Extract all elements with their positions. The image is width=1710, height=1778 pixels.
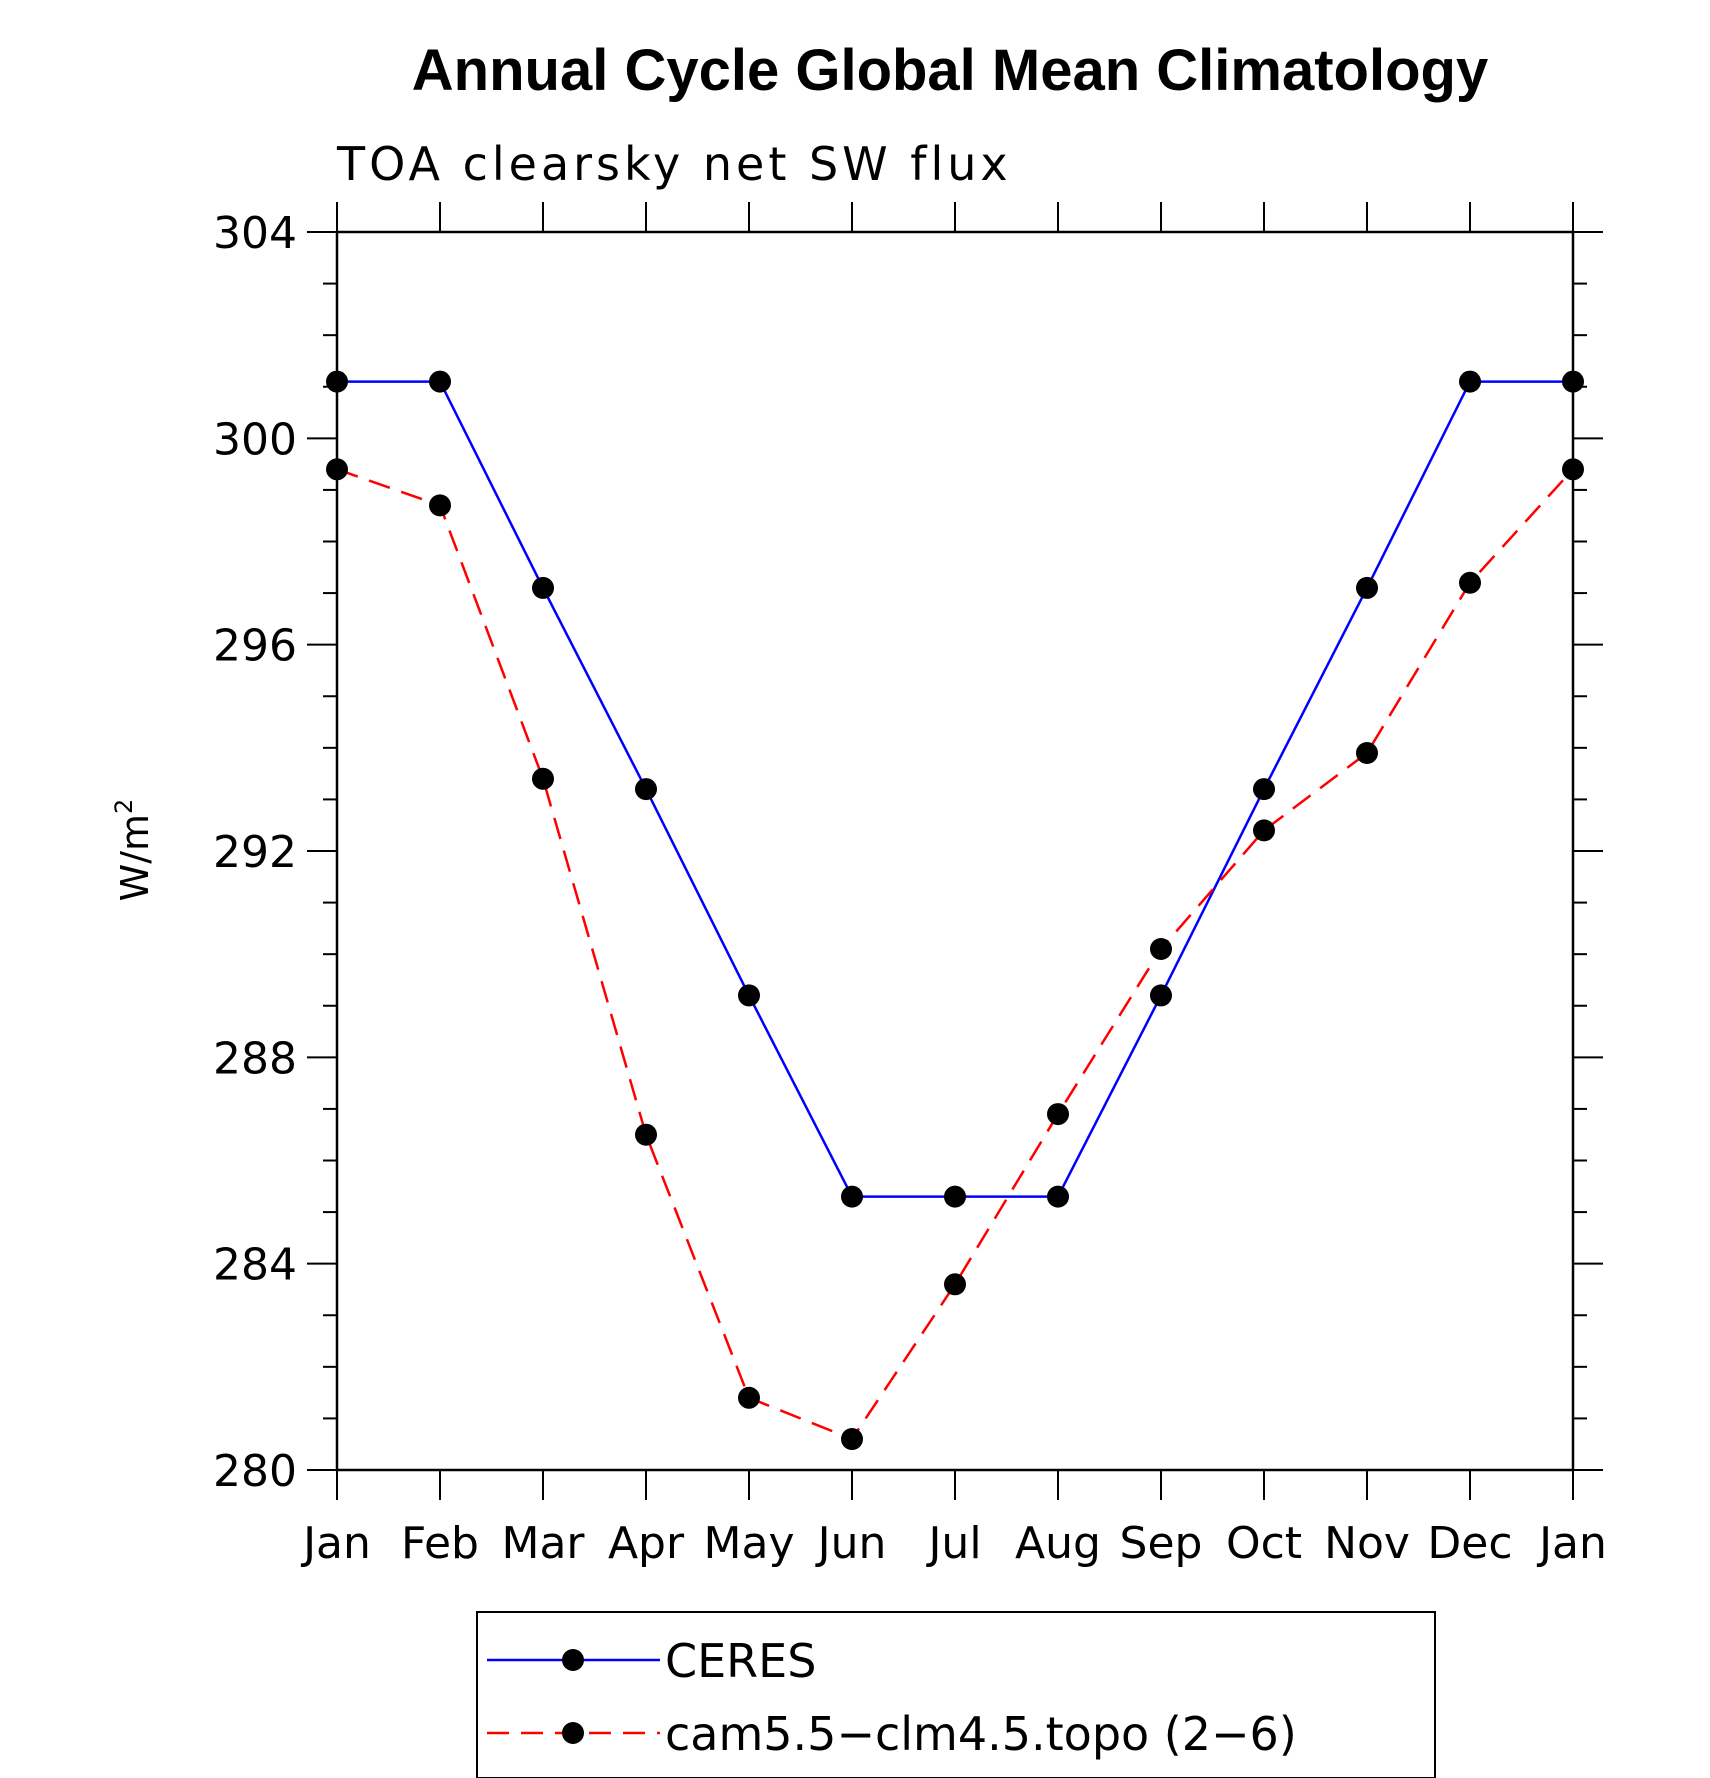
axis-ticks bbox=[307, 202, 1603, 1500]
series-1-point bbox=[1253, 819, 1275, 842]
series-0-point bbox=[841, 1185, 863, 1208]
series-1-point bbox=[841, 1428, 863, 1451]
series-0-point bbox=[635, 778, 657, 801]
x-tick-label: Jul bbox=[925, 1518, 981, 1569]
series-1-point bbox=[1047, 1103, 1069, 1126]
legend-label-cam: cam5.5−clm4.5.topo (2−6) bbox=[665, 1707, 1297, 1761]
series-0-point bbox=[1150, 984, 1172, 1007]
x-tick-label: Apr bbox=[608, 1518, 685, 1569]
x-tick-label: May bbox=[704, 1518, 795, 1569]
legend-marker-cam bbox=[562, 1722, 584, 1744]
series-0-point bbox=[532, 576, 554, 599]
plot-frame bbox=[335, 230, 1575, 1472]
series-0-point bbox=[1459, 370, 1481, 393]
x-tick-label: Oct bbox=[1226, 1518, 1302, 1569]
series-line-0 bbox=[337, 380, 1573, 1198]
y-axis-label-sup: 2 bbox=[110, 799, 138, 814]
x-tick-label: Sep bbox=[1120, 1518, 1203, 1569]
series-1-point bbox=[1356, 741, 1378, 764]
x-tick-label: Jan bbox=[300, 1518, 371, 1569]
x-tick-label: Mar bbox=[501, 1518, 585, 1569]
y-tick-label: 288 bbox=[213, 1033, 297, 1084]
series-0-point bbox=[738, 984, 760, 1007]
y-tick-label: 304 bbox=[213, 208, 297, 259]
series-0-point bbox=[429, 370, 451, 393]
y-axis-label-base: W/m bbox=[113, 814, 157, 901]
y-axis-label: W/m2 bbox=[110, 799, 157, 902]
series-1-point bbox=[1459, 571, 1481, 594]
y-tick-labels: 280 284 288 292 296 300 304 bbox=[213, 208, 297, 1497]
series-1-point bbox=[635, 1123, 657, 1146]
x-tick-label: Feb bbox=[401, 1518, 479, 1569]
chart-title: Annual Cycle Global Mean Climatology bbox=[412, 38, 1488, 103]
y-tick-label: 300 bbox=[213, 414, 297, 465]
y-tick-label: 284 bbox=[213, 1240, 297, 1291]
y-tick-label: 296 bbox=[213, 621, 297, 672]
legend-marker-ceres bbox=[562, 1649, 584, 1671]
x-tick-label: Aug bbox=[1015, 1518, 1101, 1569]
x-tick-label: Jun bbox=[815, 1518, 887, 1569]
x-tick-labels: Jan Feb Mar Apr May Jun Jul Aug Sep Oct Nov Dec Jan bbox=[300, 1518, 1607, 1569]
series-1-point bbox=[532, 767, 554, 790]
x-tick-label: Nov bbox=[1324, 1518, 1410, 1569]
series-1-point bbox=[1150, 938, 1172, 961]
series-0-point bbox=[1356, 576, 1378, 599]
chart-subtitle: TOA clearsky net SW flux bbox=[336, 137, 1012, 191]
series-layer bbox=[326, 370, 1584, 1451]
legend-box bbox=[476, 1611, 1436, 1778]
series-0-point bbox=[1047, 1185, 1069, 1208]
x-tick-label: Jan bbox=[1536, 1518, 1607, 1569]
y-tick-label: 292 bbox=[213, 827, 297, 878]
series-0-point bbox=[1253, 778, 1275, 801]
legend: CERES cam5.5−clm4.5.topo (2−6) bbox=[476, 1611, 1436, 1778]
series-0-point bbox=[944, 1185, 966, 1208]
y-tick-label: 280 bbox=[213, 1446, 297, 1497]
series-1-point bbox=[429, 494, 451, 517]
series-1-point bbox=[944, 1273, 966, 1296]
series-1-point bbox=[738, 1386, 760, 1409]
legend-label-ceres: CERES bbox=[665, 1634, 816, 1688]
x-tick-label: Dec bbox=[1427, 1518, 1512, 1569]
